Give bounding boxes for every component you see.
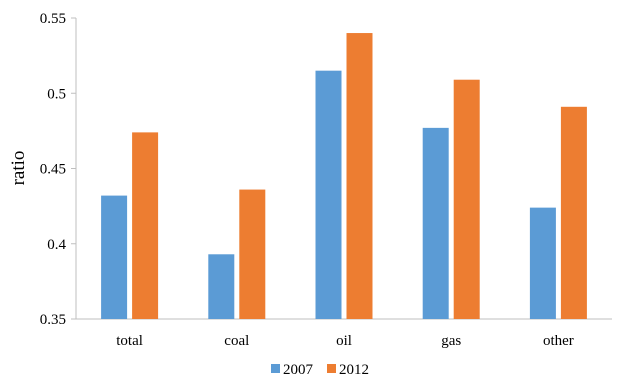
y-tick-label: 0.35 [40,312,66,328]
bar-2012-oil [346,33,373,320]
y-tick-label: 0.4 [47,237,66,253]
bar-2007-total [101,195,128,319]
x-tick-label: total [116,333,143,349]
bar-2007-other [529,207,556,319]
x-axis-ticks: total coal oil gas other [116,333,574,349]
bars [101,33,587,320]
bar-2012-gas [453,79,480,319]
bar-2012-coal [239,189,266,319]
legend-swatch-2007 [271,364,280,373]
y-tick-label: 0.55 [40,11,66,27]
legend-label-2012: 2012 [339,362,369,378]
legend-swatch-2012 [327,364,336,373]
bar-2012-other [560,106,587,319]
y-tick-label: 0.45 [40,162,66,178]
y-tick-label: 0.5 [47,86,66,102]
bar-2012-total [132,132,159,319]
x-tick-label: oil [336,333,352,349]
bar-2007-oil [315,70,342,319]
x-tick-label: other [543,333,574,349]
bar-2007-coal [208,254,235,319]
legend-label-2007: 2007 [283,362,314,378]
bar-2007-gas [422,127,449,320]
y-axis-ticks: 0.35 0.4 0.45 0.5 0.55 [40,11,76,328]
legend: 2007 2012 [271,362,369,378]
x-tick-label: coal [224,333,249,349]
y-axis-label: ratio [8,151,29,186]
x-tick-label: gas [441,333,461,349]
